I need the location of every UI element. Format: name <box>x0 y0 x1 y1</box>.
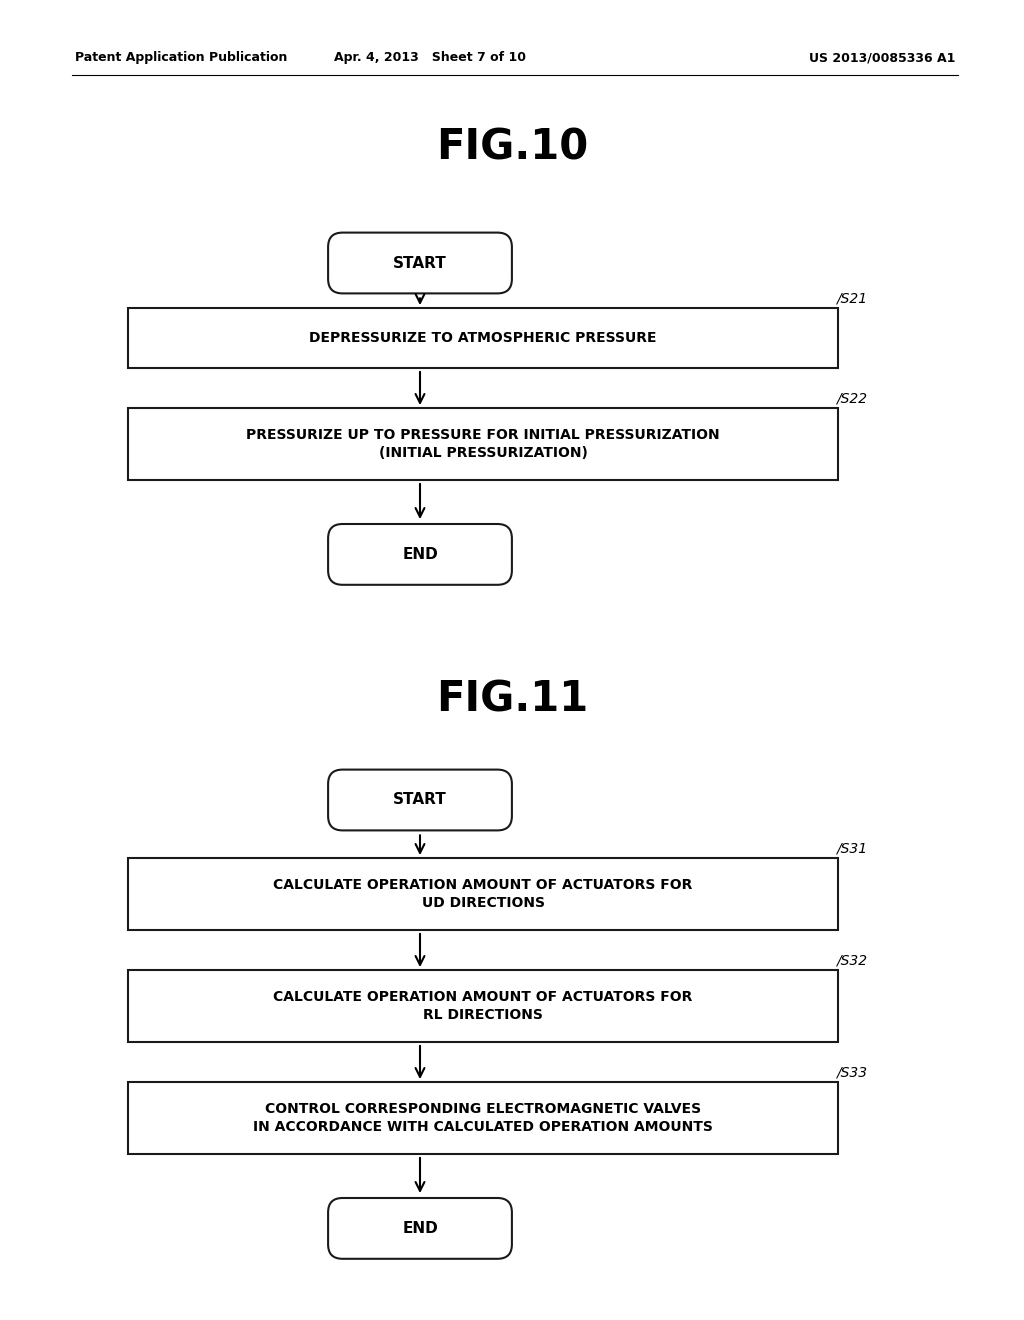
FancyBboxPatch shape <box>328 524 512 585</box>
Bar <box>128 970 838 1041</box>
Text: CONTROL CORRESPONDING ELECTROMAGNETIC VALVES
IN ACCORDANCE WITH CALCULATED OPERA: CONTROL CORRESPONDING ELECTROMAGNETIC VA… <box>253 1102 713 1134</box>
Text: FIG.11: FIG.11 <box>436 678 588 721</box>
FancyBboxPatch shape <box>328 1199 512 1259</box>
Text: /S32: /S32 <box>836 954 867 968</box>
Text: START: START <box>393 256 446 271</box>
Text: /S33: /S33 <box>836 1067 867 1080</box>
Text: /S31: /S31 <box>836 842 867 855</box>
Text: US 2013/0085336 A1: US 2013/0085336 A1 <box>809 51 955 65</box>
FancyBboxPatch shape <box>328 232 512 293</box>
Text: PRESSURIZE UP TO PRESSURE FOR INITIAL PRESSURIZATION
(INITIAL PRESSURIZATION): PRESSURIZE UP TO PRESSURE FOR INITIAL PR… <box>246 428 720 461</box>
Text: Apr. 4, 2013   Sheet 7 of 10: Apr. 4, 2013 Sheet 7 of 10 <box>334 51 526 65</box>
Bar <box>128 308 838 368</box>
Text: /S22: /S22 <box>836 392 867 407</box>
Text: DEPRESSURIZE TO ATMOSPHERIC PRESSURE: DEPRESSURIZE TO ATMOSPHERIC PRESSURE <box>309 331 656 345</box>
Text: CALCULATE OPERATION AMOUNT OF ACTUATORS FOR
RL DIRECTIONS: CALCULATE OPERATION AMOUNT OF ACTUATORS … <box>273 990 692 1022</box>
Text: FIG.10: FIG.10 <box>436 127 588 169</box>
Bar <box>128 408 838 480</box>
Text: /S21: /S21 <box>836 292 867 306</box>
Text: START: START <box>393 792 446 808</box>
FancyBboxPatch shape <box>328 770 512 830</box>
Text: Patent Application Publication: Patent Application Publication <box>75 51 288 65</box>
Text: CALCULATE OPERATION AMOUNT OF ACTUATORS FOR
UD DIRECTIONS: CALCULATE OPERATION AMOUNT OF ACTUATORS … <box>273 878 692 911</box>
Bar <box>128 858 838 931</box>
Text: END: END <box>402 546 438 562</box>
Bar <box>128 1082 838 1154</box>
Text: END: END <box>402 1221 438 1236</box>
